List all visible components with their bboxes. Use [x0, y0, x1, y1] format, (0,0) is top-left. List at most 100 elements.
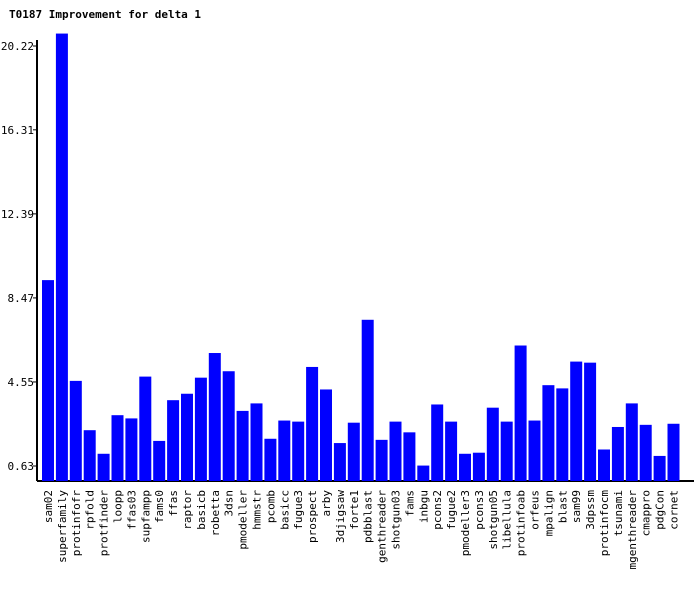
x-tick-label: protinfocm [598, 490, 611, 557]
bar [320, 389, 332, 481]
bar [306, 366, 319, 481]
x-tick-label: mgenthreader [626, 490, 639, 570]
y-tick-label: 16.31 [1, 124, 34, 137]
x-tick-label: pdbblast [362, 490, 375, 543]
x-tick-label: shotgun03 [390, 490, 403, 550]
bar [556, 388, 569, 481]
x-tick-label: 3dpssm [584, 490, 597, 530]
bar [500, 421, 513, 481]
x-tick-label: protinfofr [70, 490, 83, 557]
x-tick-label: shotgun05 [487, 490, 500, 550]
bar [639, 424, 652, 481]
bar [598, 449, 610, 481]
bar [167, 400, 180, 481]
x-tick-label: pmodeller [237, 490, 250, 550]
bar [222, 371, 235, 481]
x-tick-label: pdgCon [654, 490, 667, 530]
bar [653, 455, 666, 481]
x-tick-label: forte1 [348, 490, 361, 530]
x-tick-label: 3djigsaw [334, 490, 347, 543]
bar [486, 407, 499, 481]
x-tick-label: sam99 [570, 490, 583, 523]
x-tick-label: pcomb [264, 490, 277, 523]
bar [333, 443, 346, 481]
x-tick-label: fams0 [153, 490, 166, 523]
bar [625, 403, 638, 481]
bar [97, 453, 110, 481]
bar [611, 426, 624, 481]
x-tick-label: libellula [501, 490, 514, 550]
x-tick-label: inbgu [417, 490, 430, 523]
bar [667, 423, 680, 481]
x-tick-label: hmmstr [251, 490, 264, 530]
bar [42, 280, 54, 481]
bar [264, 438, 277, 481]
bar [111, 415, 124, 481]
bar [459, 453, 471, 481]
x-tick-label: blast [556, 490, 569, 523]
y-tick-label: 4.55 [8, 376, 35, 389]
x-tick-label: cmappro [640, 490, 653, 536]
x-tick-label: pcons3 [473, 490, 486, 530]
bar [584, 362, 597, 481]
bar [389, 421, 402, 481]
x-tick-label: mpalign [542, 490, 555, 536]
bar [278, 420, 291, 481]
x-tick-label: protfinder [98, 490, 111, 557]
bar [570, 361, 583, 481]
bar [514, 345, 527, 481]
x-tick-label: fams [403, 490, 416, 517]
bar [83, 430, 96, 481]
x-tick-label: superfamily [56, 490, 69, 563]
x-tick-label: fugue3 [292, 490, 305, 530]
x-tick-label: raptor [181, 490, 194, 530]
x-tick-label: ffas [167, 490, 180, 517]
bar [194, 377, 207, 481]
x-tick-label: basicc [278, 490, 291, 530]
bar [250, 403, 263, 481]
x-tick-label: cornet [668, 490, 681, 530]
bar [292, 421, 305, 481]
bar [431, 404, 444, 481]
y-tick-label: 8.47 [8, 292, 35, 305]
y-tick-label: 20.22 [1, 40, 34, 53]
bar [542, 385, 555, 481]
bar [125, 418, 138, 481]
x-tick-label: pmodeller3 [459, 490, 472, 556]
y-tick-label: 12.39 [1, 208, 34, 221]
x-tick-label: genthreader [376, 490, 389, 563]
bar [375, 439, 388, 481]
x-tick-label: fugue2 [445, 490, 458, 530]
x-tick-label: robetta [209, 490, 222, 536]
bar [361, 319, 374, 481]
bar [208, 353, 221, 481]
bar [403, 432, 416, 481]
x-tick-label: supfampp [139, 490, 152, 543]
bar [445, 421, 458, 481]
bar [153, 440, 166, 481]
bar [347, 422, 360, 481]
x-tick-label: arby [320, 490, 333, 517]
x-tick-label: tsunami [612, 490, 625, 536]
x-tick-label: pcons2 [431, 490, 444, 530]
x-tick-label: loopp [112, 490, 125, 523]
bar [417, 465, 430, 481]
bar [181, 393, 193, 481]
x-tick-label: basicb [195, 490, 208, 530]
bar [528, 420, 541, 481]
x-tick-label: ffas03 [125, 490, 138, 530]
bar [55, 33, 68, 481]
chart-title: T0187 Improvement for delta 1 [9, 8, 202, 21]
x-tick-label: orfeus [529, 490, 542, 530]
bar [139, 376, 152, 481]
bar [472, 452, 485, 481]
x-tick-label: sam02 [42, 490, 55, 523]
bar [236, 410, 249, 481]
bar [69, 380, 82, 481]
y-tick-label: 0.63 [8, 460, 35, 473]
x-tick-label: prospect [306, 490, 319, 543]
x-tick-label: protinfoab [515, 490, 528, 556]
x-tick-label: rpfold [84, 490, 97, 530]
